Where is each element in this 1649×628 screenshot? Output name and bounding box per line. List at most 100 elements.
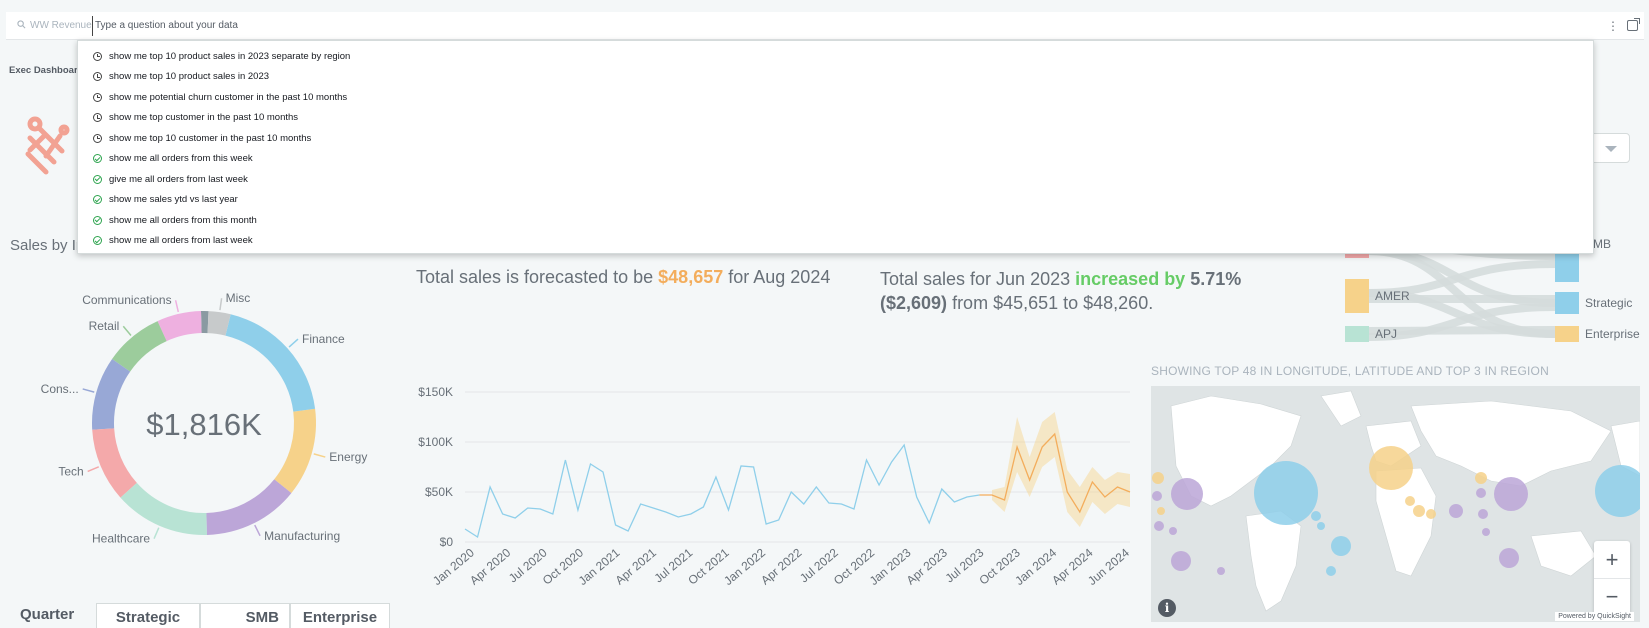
company-logo xyxy=(25,116,70,175)
powered-by-quicksight: Powered by QuickSight xyxy=(1555,612,1634,621)
donut-label: Communications xyxy=(82,293,171,307)
donut-slice[interactable] xyxy=(120,482,208,535)
kpi-narrative: Total sales for Jun 2023 increased by 5.… xyxy=(880,267,1300,315)
clock-icon xyxy=(93,113,102,123)
check-circle-icon xyxy=(93,195,102,205)
pivot-table-header: Quarter Strategic SMB Enterprise xyxy=(10,603,390,628)
zoom-in-button[interactable]: + xyxy=(1605,546,1619,572)
industry-donut-chart: $1,816K Misc Finance Energy Manufacturing He… xyxy=(41,291,368,545)
donut-leader-line xyxy=(153,527,160,539)
open-external-icon[interactable] xyxy=(1627,18,1640,31)
donut-slice[interactable] xyxy=(157,311,202,342)
sankey-flow[interactable] xyxy=(1368,303,1556,341)
search-icon xyxy=(17,19,26,32)
suggestion-text: show me top 10 product sales in 2023 xyxy=(109,71,270,83)
x-tick-label: Apr 2023 xyxy=(904,545,951,587)
donut-slice[interactable] xyxy=(206,479,292,535)
actual-sales-line[interactable] xyxy=(464,443,980,539)
header-quarter: Quarter xyxy=(20,606,75,623)
suggestion-item[interactable]: show me sales ytd vs last year xyxy=(78,190,1593,211)
donut-leader-line xyxy=(87,466,100,473)
kpi-change-text: increased by xyxy=(1075,269,1186,289)
suggestion-text: show me top customer in the past 10 mont… xyxy=(109,112,299,124)
suggestion-item[interactable]: show me top customer in the past 10 mont… xyxy=(78,108,1593,129)
donut-leader-line xyxy=(313,453,326,458)
y-tick-label: $50K xyxy=(425,485,453,499)
suggestion-text: show me potential churn customer in the … xyxy=(109,91,348,103)
header-smb[interactable]: SMB xyxy=(200,603,290,628)
zoom-out-button[interactable]: − xyxy=(1594,578,1630,615)
header-strategic[interactable]: Strategic xyxy=(96,603,200,628)
donut-slice[interactable] xyxy=(92,359,131,430)
forecast-band xyxy=(991,412,1130,527)
sankey-left-node[interactable] xyxy=(1345,326,1369,342)
forecast-prefix: Total sales is forecasted to be xyxy=(416,267,654,287)
donut-leader-line xyxy=(122,325,132,336)
y-tick-label: $0 xyxy=(440,535,454,549)
clock-icon xyxy=(93,72,102,82)
sankey-right-node[interactable] xyxy=(1555,292,1579,314)
suggestion-item[interactable]: show me top 10 product sales in 2023 xyxy=(78,67,1593,88)
suggestion-item[interactable]: show me potential churn customer in the … xyxy=(78,87,1593,108)
x-tick-label: Apr 2020 xyxy=(467,545,514,587)
q-search-bar: WW Revenue ⋮ xyxy=(6,12,1644,40)
sankey-left-node[interactable] xyxy=(1345,279,1369,313)
suggestion-item[interactable]: show me top 10 customer in the past 10 m… xyxy=(78,128,1593,149)
suggestion-item[interactable]: show me top 10 product sales in 2023 sep… xyxy=(78,46,1593,67)
clock-icon xyxy=(93,92,102,102)
donut-slice[interactable] xyxy=(225,314,316,412)
donut-label: Finance xyxy=(302,332,345,346)
info-icon[interactable]: i xyxy=(1158,599,1176,617)
kpi-pct: 5.71% xyxy=(1190,269,1242,289)
suggestion-item[interactable]: show me all orders from this week xyxy=(78,149,1593,170)
topic-selector[interactable]: WW Revenue xyxy=(6,19,92,32)
sankey-right-node[interactable] xyxy=(1555,326,1579,342)
sankey-left-label: APJ xyxy=(1375,327,1397,341)
forecast-narrative: Total sales is forecasted to be $48,657 … xyxy=(416,267,830,288)
map-title: SHOWING TOP 48 IN LONGITUDE, LATITUDE AN… xyxy=(1151,364,1549,378)
sankey-right-label: Enterprise xyxy=(1585,327,1640,341)
suggestion-text: show me top 10 customer in the past 10 m… xyxy=(109,132,312,144)
geo-map[interactable]: + − i Powered by QuickSight xyxy=(1151,386,1640,622)
suggestion-text: give me all orders from last week xyxy=(109,173,248,185)
map-zoom-controls: + − xyxy=(1594,541,1630,615)
suggestion-text: show me all orders from this week xyxy=(109,153,253,165)
x-tick-label: Apr 2021 xyxy=(613,545,660,587)
kpi-suffix: from $45,651 to $48,260. xyxy=(952,293,1154,313)
donut-slice[interactable] xyxy=(207,311,231,336)
check-circle-icon xyxy=(93,174,102,184)
donut-leader-line xyxy=(82,388,95,393)
check-circle-icon xyxy=(93,236,102,246)
sales-by-industry-title: Sales by In xyxy=(10,237,85,254)
donut-label: Tech xyxy=(58,464,83,478)
donut-slice[interactable] xyxy=(274,408,317,493)
donut-slice[interactable] xyxy=(112,321,167,372)
x-tick-label: Jun 2024 xyxy=(1085,545,1132,588)
question-input[interactable] xyxy=(92,15,1607,36)
kpi-abs: ($2,609) xyxy=(880,293,948,313)
sankey-flow[interactable] xyxy=(1368,247,1556,338)
donut-leader-line xyxy=(254,524,261,537)
sheet-tab-exec-dashboard[interactable]: Exec Dashboard xyxy=(9,65,84,76)
sankey-left-label: AMER xyxy=(1375,289,1410,303)
suggestion-item[interactable]: show me all orders from last week xyxy=(78,231,1593,252)
donut-leader-line xyxy=(288,338,299,348)
forecast-sales-line[interactable] xyxy=(979,432,1131,514)
donut-label: Energy xyxy=(329,450,367,464)
sankey-right-label: Strategic xyxy=(1585,296,1632,310)
y-tick-label: $100K xyxy=(418,435,453,449)
more-options-icon[interactable]: ⋮ xyxy=(1607,18,1619,33)
suggestion-item[interactable]: show me all orders from this month xyxy=(78,210,1593,231)
suggestion-item[interactable]: give me all orders from last week xyxy=(78,169,1593,190)
donut-label: Misc xyxy=(226,291,251,305)
donut-slice[interactable] xyxy=(92,428,137,498)
suggestion-text: show me top 10 product sales in 2023 sep… xyxy=(109,50,351,62)
world-map xyxy=(1152,390,1640,612)
donut-slice[interactable] xyxy=(200,311,209,334)
check-circle-icon xyxy=(93,154,102,164)
header-enterprise[interactable]: Enterprise xyxy=(290,603,390,628)
x-tick-label: Apr 2022 xyxy=(758,545,805,587)
y-tick-label: $150K xyxy=(418,385,453,399)
clock-icon xyxy=(93,133,102,143)
